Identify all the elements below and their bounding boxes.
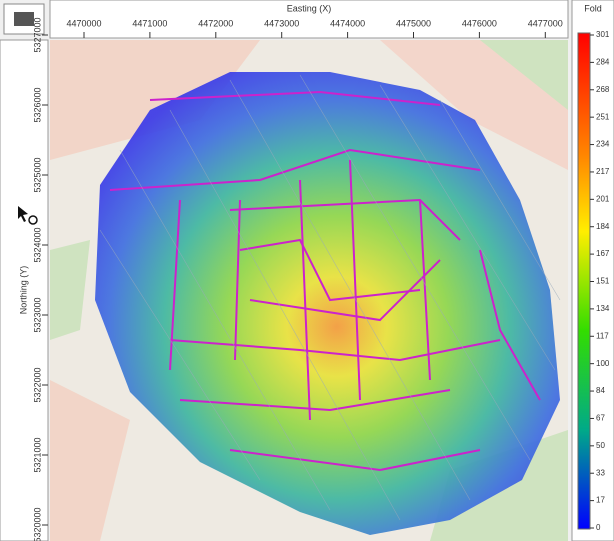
colorbar-label: 0	[596, 523, 601, 532]
colorbar-label: 67	[596, 414, 605, 423]
y-tick-label: 5326000	[32, 87, 42, 122]
urban-area	[50, 380, 130, 541]
colorbar-label: 234	[596, 140, 610, 149]
fold-coverage	[95, 72, 560, 535]
colorbar-label: 217	[596, 167, 610, 176]
y-axis-label: Northing (Y)	[18, 266, 28, 315]
colorbar-label: 201	[596, 194, 610, 203]
x-tick-label: 4475000	[396, 18, 431, 28]
colorbar-label: 284	[596, 57, 610, 66]
colorbar-label: 84	[596, 386, 605, 395]
colorbar-label: 50	[596, 441, 605, 450]
forest	[50, 240, 90, 340]
map	[50, 40, 568, 541]
colorbar-label: 134	[596, 304, 610, 313]
x-tick-label: 4472000	[198, 18, 233, 28]
colorbar-label: 100	[596, 359, 610, 368]
colorbar-label: 184	[596, 222, 610, 231]
colorbar-title: Fold	[584, 3, 602, 13]
top-axis	[49, 0, 569, 39]
y-tick-label: 5324000	[32, 227, 42, 262]
x-tick-label: 4476000	[462, 18, 497, 28]
colorbar-label: 251	[596, 112, 610, 121]
colorbar-label: 17	[596, 496, 605, 505]
x-tick-label: 4474000	[330, 18, 365, 28]
y-tick-label: 5322000	[32, 367, 42, 402]
colorbar-label: 301	[596, 30, 610, 39]
receiver-lines	[109, 90, 541, 472]
cursor	[18, 206, 28, 222]
colorbar-label: 268	[596, 85, 610, 94]
x-tick-label: 4473000	[264, 18, 299, 28]
colorbar-label: 167	[596, 249, 610, 258]
zoom-cursor	[28, 215, 38, 225]
forest	[480, 40, 568, 110]
y-tick-label: 5325000	[32, 157, 42, 192]
button-icon	[14, 12, 34, 26]
x-axis-label: Easting (X)	[287, 3, 332, 13]
y-tick-label: 5320000	[32, 507, 42, 541]
y-tick-label: 5321000	[32, 437, 42, 472]
source-lines	[99, 74, 561, 521]
colorbar-label: 33	[596, 468, 605, 477]
colorbar-label: 117	[596, 331, 609, 340]
left-axis	[0, 39, 49, 541]
y-tick-label: 5327000	[32, 17, 42, 52]
x-tick-label: 4470000	[66, 18, 101, 28]
y-tick-label: 5323000	[32, 297, 42, 332]
x-tick-label: 4471000	[132, 18, 167, 28]
colorbar	[577, 32, 591, 530]
x-tick-label: 4477000	[528, 18, 563, 28]
colorbar-label: 151	[596, 277, 610, 286]
